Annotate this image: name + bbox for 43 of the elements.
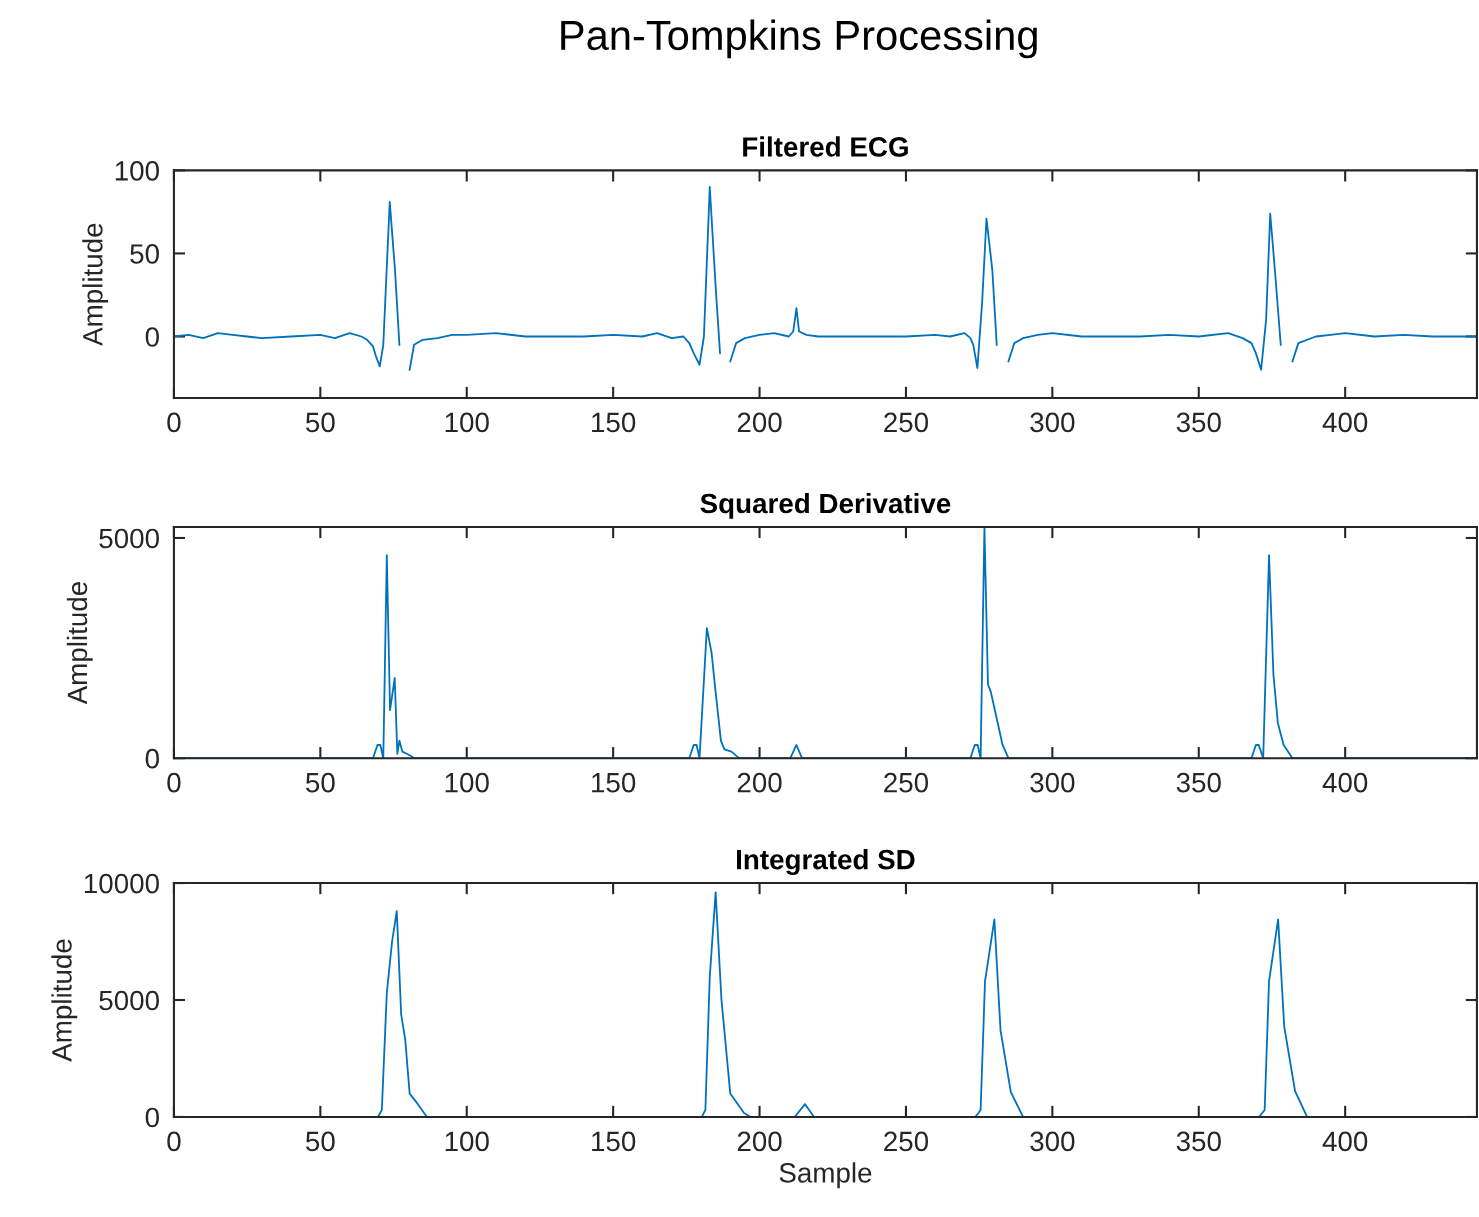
x-tick-label: 400	[1322, 1131, 1368, 1152]
x-tick-label: 250	[884, 412, 929, 433]
x-axis-title: Sample	[779, 1162, 872, 1189]
x-tick-label: 0	[167, 772, 181, 793]
x-tick-label: 100	[445, 772, 489, 793]
x-tick-label: 250	[884, 772, 929, 793]
x-tick-label: 150	[592, 1131, 636, 1152]
x-tick-label: 300	[1030, 1131, 1075, 1152]
x-tick-label: 300	[1030, 772, 1075, 793]
y-tick-label: 5000	[99, 528, 159, 549]
x-tick-label: 100	[445, 412, 489, 433]
x-tick-label: 150	[592, 772, 636, 793]
x-tick-label: 50	[306, 1131, 335, 1152]
y-tick-label: 0	[145, 748, 159, 769]
y-tick-label: 10000	[84, 873, 159, 894]
x-tick-label: 350	[1176, 412, 1221, 433]
y-tick-label: 0	[145, 1107, 159, 1128]
x-tick-label: 100	[445, 1131, 489, 1152]
y-axis-title: Amplitude	[66, 582, 93, 705]
y-tick-label: 5000	[99, 990, 159, 1011]
x-tick-label: 350	[1176, 772, 1221, 793]
text: Pan-Tompkins Processing	[561, 19, 1037, 59]
x-tick-label: 150	[592, 412, 636, 433]
x-tick-label: 50	[306, 412, 335, 433]
x-tick-label: 250	[884, 1131, 929, 1152]
chart-title: Squared Derivative	[700, 492, 951, 519]
x-tick-label: 200	[737, 412, 782, 433]
y-axis-title: Amplitude	[51, 939, 78, 1062]
x-tick-label: 350	[1176, 1131, 1221, 1152]
y-tick-label: 100	[115, 161, 159, 181]
x-tick-label: 0	[167, 412, 181, 433]
x-tick-label: 300	[1030, 412, 1075, 433]
x-tick-label: 200	[737, 1131, 782, 1152]
x-tick-label: 400	[1322, 412, 1368, 433]
x-tick-label: 50	[306, 772, 335, 793]
chart-title: Integrated SD	[737, 849, 915, 876]
chart-title: Filtered ECG	[743, 136, 908, 157]
y-axis-title: Amplitude	[82, 223, 109, 346]
y-tick-label: 50	[130, 244, 159, 264]
x-tick-label: 0	[167, 1131, 181, 1152]
x-tick-label: 200	[737, 772, 782, 793]
x-tick-label: 400	[1322, 772, 1368, 793]
y-tick-label: 0	[145, 327, 159, 347]
